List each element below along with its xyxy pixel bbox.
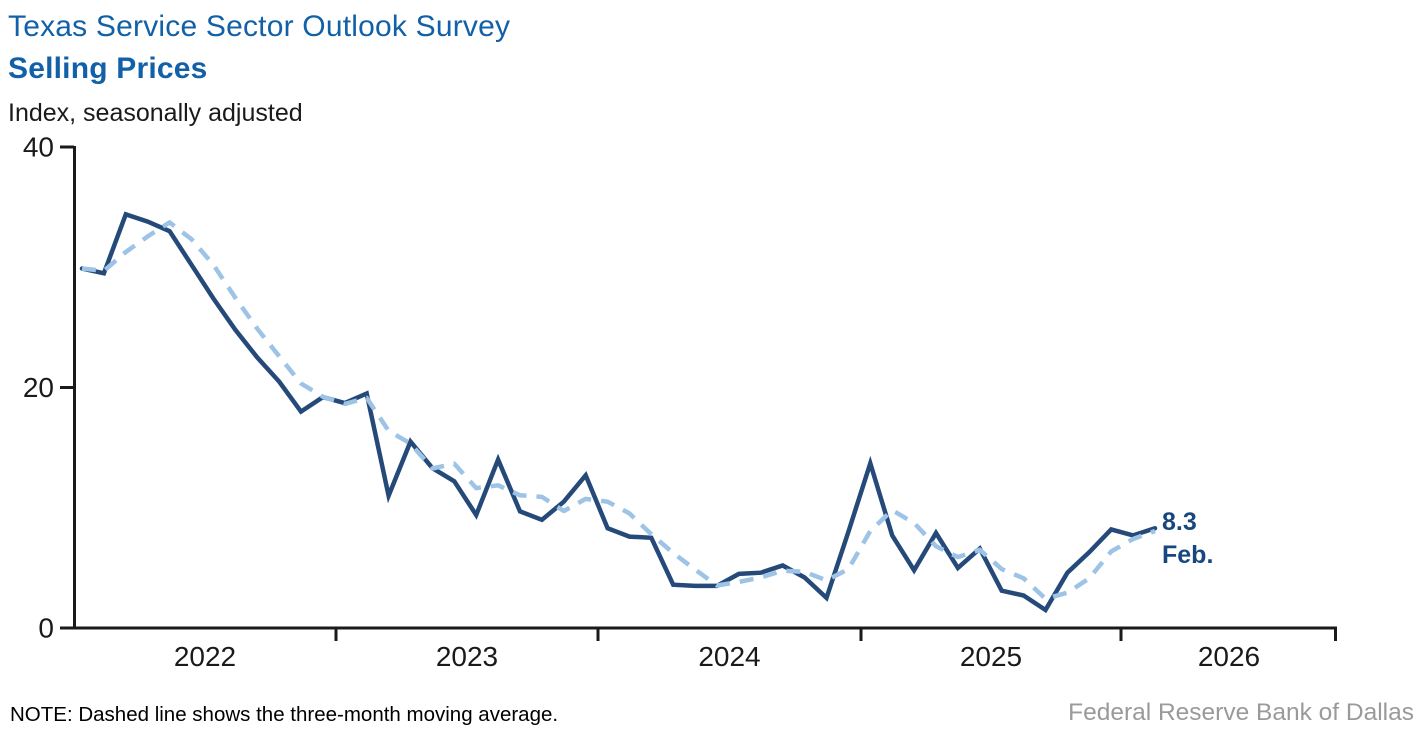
footnote: NOTE: Dashed line shows the three-month … [10, 703, 559, 726]
x-year-label: 2024 [698, 641, 760, 672]
chart-subtitle-bold: Selling Prices [8, 52, 208, 85]
x-year-label: 2022 [174, 641, 236, 672]
last-value-annotation: 8.3 Feb. [1162, 506, 1213, 572]
moving-average-dashed-line [81, 220, 1156, 601]
y-tick-label: 40 [23, 132, 54, 163]
x-year-label: 2023 [436, 641, 498, 672]
y-tick-label: 20 [23, 372, 54, 403]
x-year-label: 2026 [1198, 641, 1260, 672]
selling-prices-line [79, 211, 1158, 614]
chart-title: Texas Service Sector Outlook Survey [8, 10, 511, 43]
last-value-month: Feb. [1162, 541, 1214, 569]
y-tick-label: 0 [38, 613, 54, 644]
source-attribution: Federal Reserve Bank of Dallas [1068, 699, 1414, 726]
x-year-label: 2025 [960, 641, 1022, 672]
last-value-number: 8.3 [1162, 508, 1197, 536]
axis-units-label: Index, seasonally adjusted [8, 99, 303, 127]
